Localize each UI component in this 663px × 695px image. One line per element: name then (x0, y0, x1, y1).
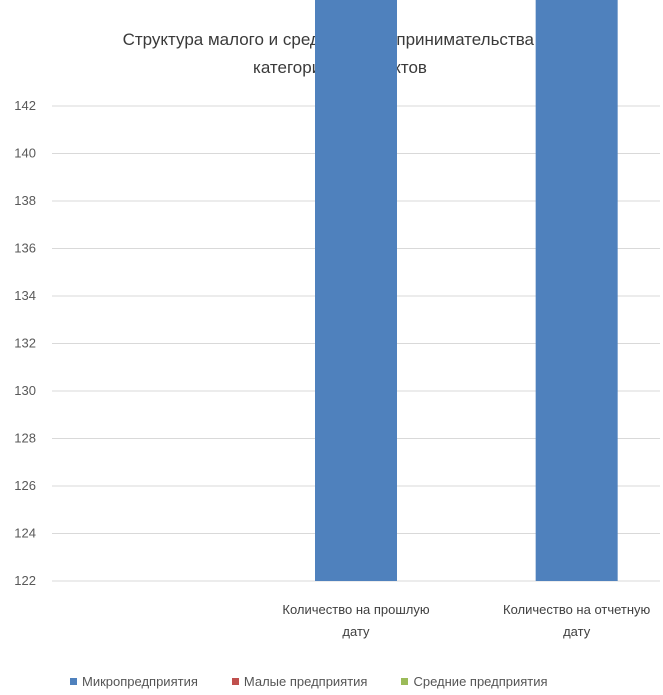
y-tick-label: 140 (14, 146, 36, 161)
legend-label-small: Малые предприятия (243, 674, 368, 689)
y-tick-label: 134 (14, 288, 36, 303)
y-tick-label: 124 (14, 526, 36, 541)
x-tick-label: дату (342, 624, 370, 639)
bar-micro (315, 0, 397, 581)
y-tick-label: 138 (14, 193, 36, 208)
legend-item-small: Малые предприятия (231, 674, 368, 689)
legend-label-medium: Средние предприятия (413, 674, 548, 689)
legend-swatch-micro (70, 678, 77, 685)
legend-swatch-medium (401, 678, 409, 685)
legend-swatch-small (231, 678, 239, 685)
y-tick-label: 142 (14, 98, 36, 113)
y-tick-label: 132 (14, 336, 36, 351)
chart-plot-area: 12212412612813013213413613814014212940Ко… (14, 0, 660, 639)
bar-micro (535, 0, 618, 581)
y-tick-label: 128 (14, 431, 36, 446)
x-tick-label: Количество на отчетную (503, 602, 651, 617)
legend-label-micro: Микропредприятия (82, 674, 198, 689)
y-tick-label: 122 (14, 573, 36, 588)
y-tick-label: 130 (14, 383, 36, 398)
y-tick-label: 126 (14, 478, 36, 493)
legend-item-medium: Средние предприятия (401, 674, 548, 689)
y-tick-label: 136 (14, 241, 36, 256)
x-tick-label: Количество на прошлую (282, 602, 429, 617)
x-tick-label: дату (563, 624, 591, 639)
legend-item-micro: Микропредприятия (70, 674, 198, 689)
chart-legend: Микропредприятия Малые предприятия Средн… (70, 674, 650, 689)
